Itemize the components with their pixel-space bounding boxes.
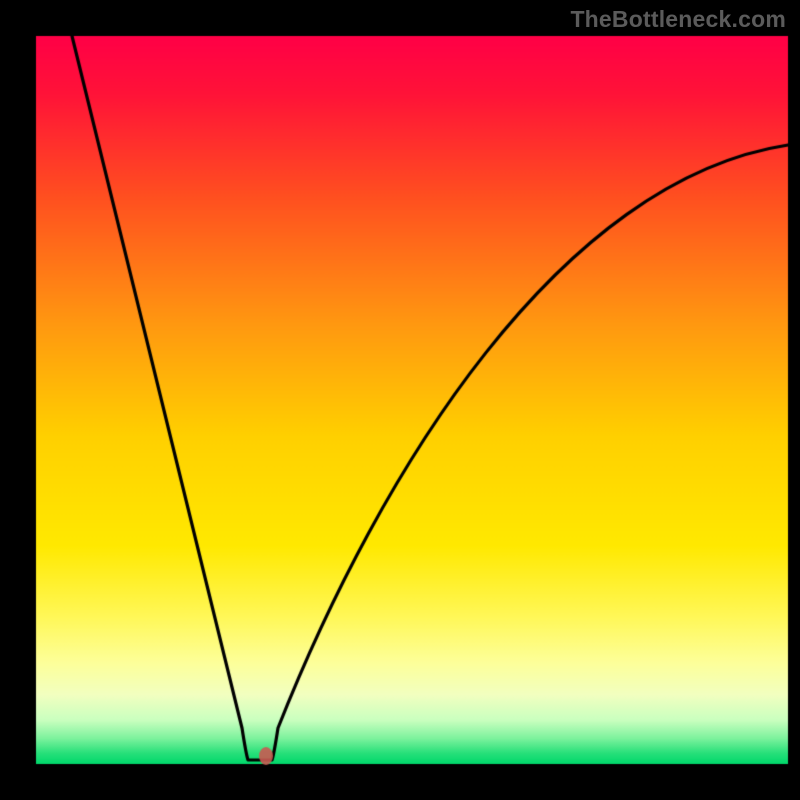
watermark-text: TheBottleneck.com	[570, 6, 786, 33]
chart-container: TheBottleneck.com	[0, 0, 800, 800]
bottleneck-chart-canvas	[0, 0, 800, 800]
